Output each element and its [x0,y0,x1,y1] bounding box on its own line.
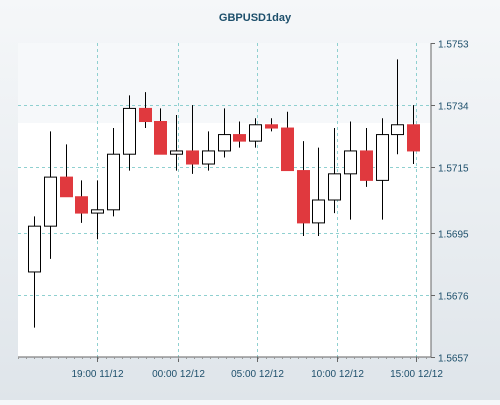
y-tick-label: 1.5734 [438,102,469,113]
candle [233,121,246,148]
candle-body-down [139,107,152,122]
candle [407,105,420,165]
candle-body-up [28,225,41,273]
candles [28,59,420,328]
y-tick-label: 1.5695 [438,230,469,241]
candle [265,118,278,132]
candle [249,118,262,148]
y-tick-label: 1.5715 [438,164,469,175]
y-tick-label: 1.5753 [438,40,469,51]
candle [376,118,389,220]
candle [312,147,325,236]
candle-body-down [265,124,278,129]
candle-body-up [123,107,136,155]
candle [218,108,231,158]
candle-body-up [91,209,104,214]
candle-body-up [44,176,57,227]
candle [328,128,341,214]
candle-body-down [233,134,246,142]
candle [107,128,120,217]
candle [60,144,73,198]
candle-body-down [154,121,167,155]
candle-body-up [312,199,325,224]
candle-body-down [360,150,373,181]
candle-body-up [376,134,389,181]
candle [344,121,357,220]
candle [44,131,57,259]
candle [28,216,41,328]
candle [154,108,167,155]
candle-body-up [202,150,215,165]
x-tick-label: 10:00 12/12 [311,369,364,380]
candle [360,128,373,187]
candle [123,95,136,171]
candle-body-up [328,173,341,201]
candle-body-up [391,124,404,136]
candle [391,59,404,155]
candle-body-up [344,150,357,175]
candle-body-up [107,153,120,211]
x-tick-label: 05:00 12/12 [231,369,284,380]
x-tick-label: 15:00 12/12 [390,369,443,380]
x-tick-label: 19:00 11/12 [71,369,124,380]
tick-labels: 1.5753 1.5734 1.5715 1.5695 1.5676 1.5657 19:0… [18,40,469,380]
candle [281,111,294,172]
candle-body-up [218,134,231,152]
candle [170,114,183,171]
candle [75,180,88,223]
candle [202,131,215,171]
candle [139,92,152,129]
candle [91,180,104,240]
y-tick-label: 1.5657 [438,354,469,365]
x-tick-label: 00:00 12/12 [152,369,205,380]
candle-body-down [75,196,88,214]
candle-body-down [407,124,420,152]
chart-title: GBPUSD1day [219,12,292,24]
candle [186,105,199,174]
candle-body-down [60,176,73,198]
candle-body-down [297,170,310,224]
y-tick-label: 1.5676 [438,292,469,303]
candle-body-up [249,124,262,142]
candle-body-up [170,150,183,155]
candle-body-down [281,127,294,172]
candle [297,141,310,236]
candle-body-down [186,150,199,165]
